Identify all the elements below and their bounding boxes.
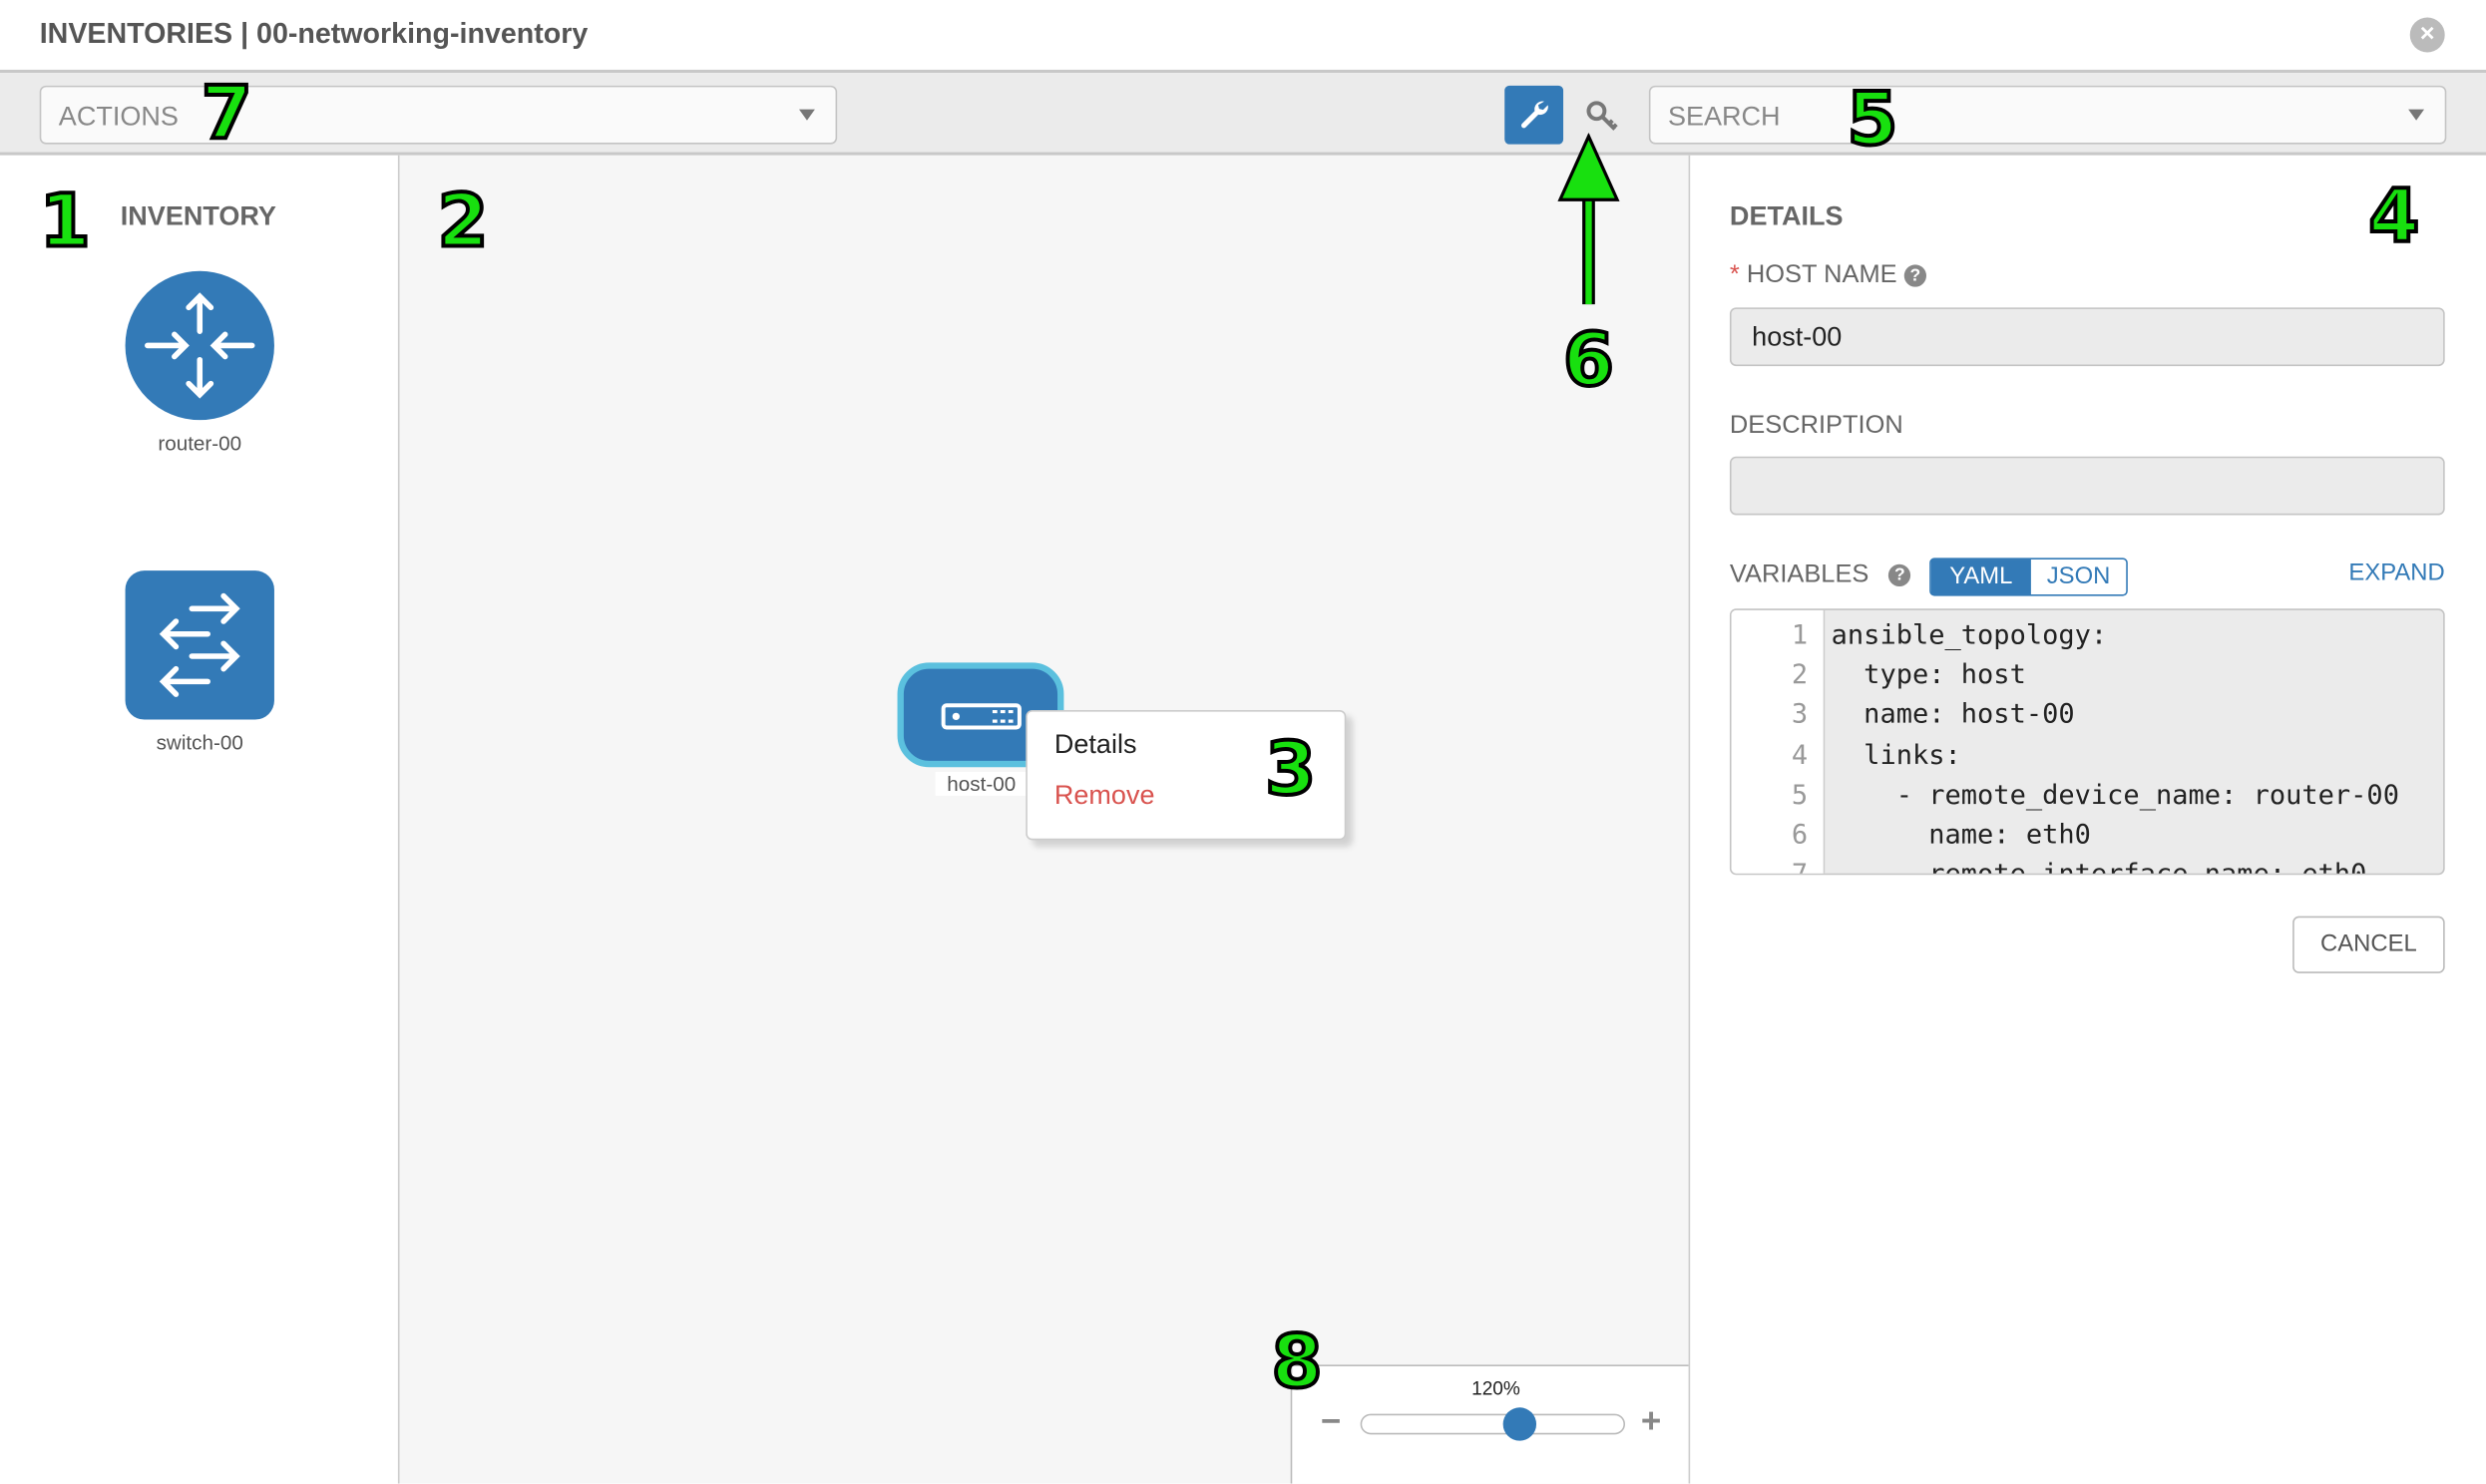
zoom-control: 120% − + <box>1290 1364 1689 1484</box>
help-icon[interactable]: ? <box>1903 264 1926 287</box>
switch-label: switch-00 <box>156 730 243 755</box>
wrench-mode-button[interactable] <box>1504 85 1564 145</box>
switch-icon <box>159 592 240 697</box>
details-title: DETAILS <box>1729 200 1844 232</box>
zoom-slider[interactable] <box>1360 1413 1626 1435</box>
host-name-value: host-00 <box>1752 321 1843 352</box>
menu-item-details[interactable]: Details <box>1053 729 1137 760</box>
chevron-down-icon <box>799 109 815 121</box>
format-toggle: YAML JSON <box>1929 557 2128 596</box>
annotation-2: 2 <box>436 178 491 263</box>
wrench-icon <box>1520 101 1548 129</box>
tab-json[interactable]: JSON <box>2046 562 2111 590</box>
host-label: host-00 <box>935 771 1028 796</box>
tab-yaml[interactable]: YAML <box>1930 559 2031 594</box>
zoom-slider-thumb[interactable] <box>1502 1407 1537 1441</box>
line-gutter <box>1731 609 1826 874</box>
code-line: type: host <box>1831 659 2026 692</box>
annotation-8: 8 <box>1270 1318 1325 1405</box>
router-icon <box>145 292 255 399</box>
zoom-level: 120% <box>1471 1377 1520 1400</box>
code-line: name: host-00 <box>1831 699 2075 732</box>
context-menu: Details Remove <box>1026 710 1347 841</box>
inventory-item-router[interactable] <box>125 270 274 421</box>
key-icon <box>1586 101 1618 131</box>
required-mark: * <box>1729 261 1740 289</box>
inventory-title: INVENTORY <box>120 200 276 232</box>
page-title: INVENTORIES | 00-networking-inventory <box>39 17 589 50</box>
cancel-button[interactable]: CANCEL <box>2292 916 2445 973</box>
line-number: 4 <box>1791 739 1809 772</box>
host-name-label: HOST NAME <box>1746 261 1897 289</box>
description-label: DESCRIPTION <box>1729 412 1903 440</box>
host-name-input[interactable]: host-00 <box>1729 307 2445 367</box>
code-line: - remote_device_name: router-00 <box>1831 779 2399 812</box>
host-icon <box>941 703 1022 730</box>
variables-editor[interactable]: 1 ansible_topology: 2 type: host 3 name: ho… <box>1729 608 2445 876</box>
key-mode-button[interactable] <box>1582 95 1623 136</box>
help-icon[interactable]: ? <box>1888 563 1911 587</box>
minus-icon: − <box>1320 1400 1342 1441</box>
annotation-arrow-icon <box>1557 133 1620 305</box>
zoom-out-button[interactable]: − <box>1321 1403 1346 1438</box>
page-header: INVENTORIES | 00-networking-inventory × <box>0 0 2486 74</box>
line-number: 5 <box>1791 779 1809 812</box>
code-line: ansible_topology: <box>1831 619 2108 652</box>
annotation-7: 7 <box>200 69 254 156</box>
router-label: router-00 <box>158 431 242 456</box>
annotation-5: 5 <box>1846 76 1900 163</box>
line-number: 3 <box>1791 699 1809 732</box>
code-line: name: eth0 <box>1831 819 2091 852</box>
annotation-1: 1 <box>38 178 93 263</box>
inventory-item-switch[interactable] <box>125 570 274 720</box>
description-input[interactable] <box>1729 456 2445 516</box>
search-dropdown[interactable]: SEARCH <box>1648 85 2447 145</box>
menu-item-remove[interactable]: Remove <box>1053 779 1155 811</box>
line-number: 7 <box>1792 860 1808 874</box>
line-number: 6 <box>1791 819 1809 852</box>
chevron-down-icon <box>2408 109 2425 121</box>
variables-label: VARIABLES <box>1729 560 1869 588</box>
plus-icon: + <box>1640 1400 1662 1441</box>
code-line: remote_interface_name: eth0 <box>1832 860 2366 874</box>
line-number: 2 <box>1791 659 1809 692</box>
actions-placeholder: ACTIONS <box>58 101 179 132</box>
actions-dropdown[interactable]: ACTIONS <box>39 85 838 145</box>
expand-link[interactable]: EXPAND <box>2348 559 2445 587</box>
annotation-4: 4 <box>2366 173 2421 259</box>
close-icon[interactable]: × <box>2409 17 2445 53</box>
line-number: 1 <box>1791 619 1809 652</box>
search-placeholder: SEARCH <box>1667 101 1781 132</box>
code-line: links: <box>1831 739 1961 772</box>
annotation-3: 3 <box>1263 725 1318 812</box>
annotation-6: 6 <box>1561 316 1616 403</box>
zoom-in-button[interactable]: + <box>1640 1400 1662 1441</box>
